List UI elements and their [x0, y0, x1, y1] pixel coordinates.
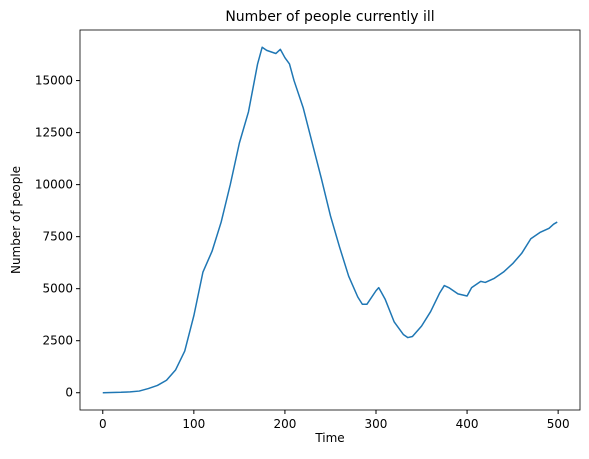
line-series [102, 46, 558, 394]
chart-title: Number of people currently ill [225, 9, 434, 25]
x-tick-label: 0 [99, 417, 107, 431]
x-axis-label: Time [314, 431, 344, 445]
y-tick-label: 2500 [42, 334, 73, 348]
y-axis-label: Number of people [9, 166, 23, 274]
y-tick-label: 5000 [42, 282, 73, 296]
y-tick-label: 7500 [42, 230, 73, 244]
y-tick-label: 10000 [35, 178, 73, 192]
plot-frame [79, 29, 581, 411]
x-tick-label: 300 [365, 417, 388, 431]
x-tick-label: 400 [456, 417, 479, 431]
y-tick-label: 15000 [35, 74, 73, 88]
x-tick-label: 200 [273, 417, 296, 431]
x-tick-label: 500 [547, 417, 570, 431]
y-tick-label: 0 [65, 386, 73, 400]
x-tick-label: 100 [182, 417, 205, 431]
y-tick-label: 12500 [35, 126, 73, 140]
